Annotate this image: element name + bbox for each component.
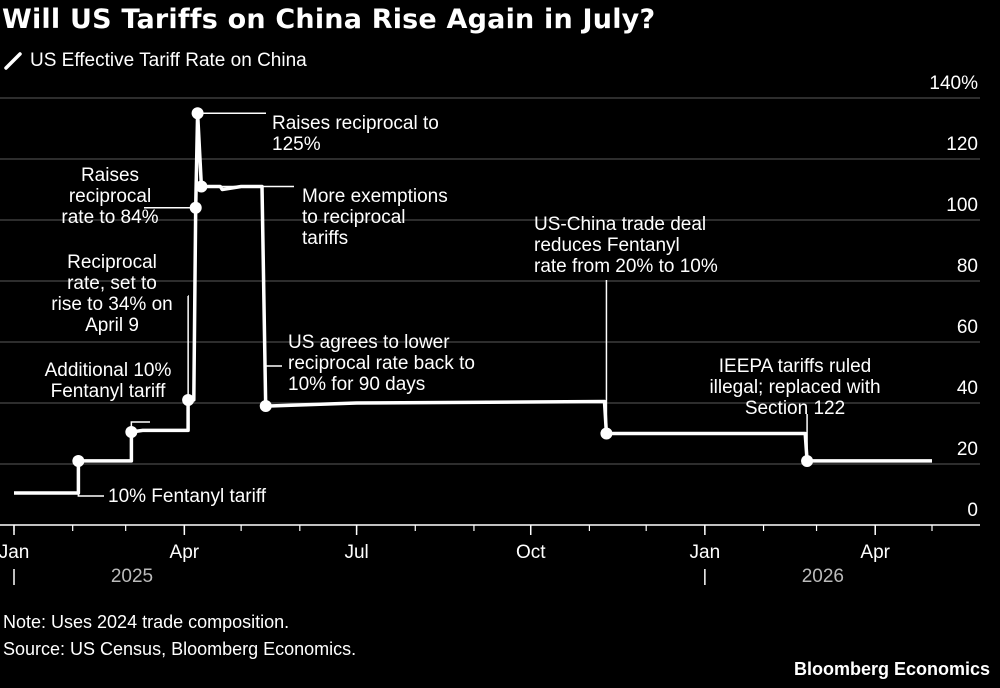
annotation-label: IEEPA tariffs ruled illegal; replaced wit… [709,356,880,419]
annotation-label: Raises reciprocal rate to 84% [61,165,158,228]
annotation-label: Reciprocal rate, set to rise to 34% on Apri… [51,252,172,336]
event-marker [125,425,138,438]
event-marker [182,393,195,406]
annotation-label: Raises reciprocal to 125% [272,113,439,155]
annotation-leader [77,460,104,497]
x-tick-label: Jul [344,542,368,563]
y-tick-label: 80 [957,256,978,277]
x-tick-label: Apr [170,542,200,563]
legend-label: US Effective Tariff Rate on China [30,50,307,71]
year-label: 2025 [111,566,153,587]
annotation-label: US agrees to lower reciprocal rate back t… [288,332,475,395]
x-tick-label: Oct [516,542,546,563]
marker-layer [72,107,814,467]
y-tick-label: 140% [929,73,978,94]
x-tick-label: Apr [860,542,890,563]
chart-source: Source: US Census, Bloomberg Economics. [3,639,357,659]
chart-title: Will US Tariffs on China Rise Again in J… [2,4,656,35]
x-tick-label: Jan [690,542,721,563]
chart-note: Note: Uses 2024 trade composition. [3,612,290,632]
annotation-leaders [77,112,808,497]
event-marker [72,454,85,467]
event-marker [195,180,208,193]
y-tick-label: 40 [957,378,978,399]
y-tick-label: 120 [946,134,978,155]
x-tick-label: Jan [0,542,29,563]
brand-logo-text: Bloomberg Economics [793,659,990,679]
x-axis: Jan Apr Jul Oct Jan Apr 2025 2026 [0,524,980,587]
y-tick-label: 0 [967,500,978,521]
legend-line-icon [4,52,22,70]
year-label: 2026 [802,566,844,587]
annotation-label: US-China trade deal reduces Fentanyl rate … [534,214,718,277]
annotation-label: More exemptions to reciprocal tariffs [302,186,448,249]
legend: US Effective Tariff Rate on China [4,50,307,72]
y-tick-label: 100 [946,195,978,216]
annotation-label: 10% Fentanyl tariff [108,486,267,507]
y-tick-label: 20 [957,439,978,460]
event-marker [189,201,202,214]
annotation-label: Additional 10% Fentanyl tariff [45,360,172,402]
event-marker [191,107,204,120]
annotation-leader [264,365,282,407]
annotation-labels: 10% Fentanyl tariff Additional 10% Fentany… [45,113,881,507]
event-marker [259,400,272,413]
y-tick-label: 60 [957,317,978,338]
event-marker [801,454,814,467]
grid-lines: 0 20 40 60 80 100 120 140% [0,73,980,521]
event-marker [600,427,613,440]
